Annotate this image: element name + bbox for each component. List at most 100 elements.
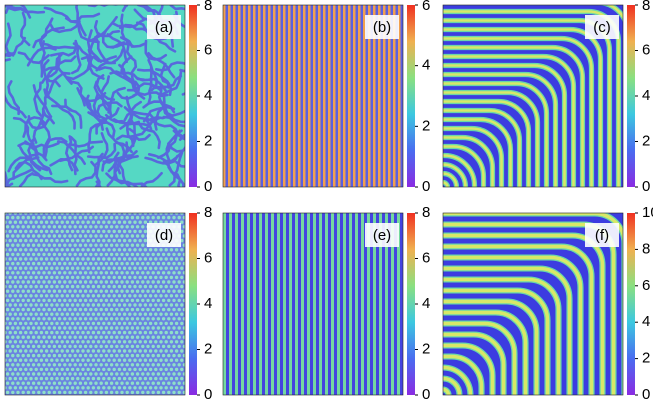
pattern-dot (79, 382, 82, 385)
pattern-dot (128, 359, 131, 362)
colorbar (407, 5, 415, 187)
pattern-dot (84, 363, 87, 366)
pattern-dot (170, 313, 173, 316)
pattern-dot (178, 372, 181, 375)
colorbar-tick-label: 6 (422, 0, 430, 14)
colorbar-tick-label: 8 (642, 240, 650, 257)
pattern-dot (87, 239, 90, 242)
pattern-dot (74, 372, 77, 375)
pattern-dot (165, 377, 168, 380)
pattern-dot (170, 322, 173, 325)
pattern-dot (53, 391, 56, 394)
pattern-dot (19, 359, 22, 362)
pattern-dot (120, 234, 123, 237)
pattern-dot (48, 345, 51, 348)
pattern-dot (185, 340, 188, 343)
pattern-dot (48, 216, 51, 219)
pattern-dot (84, 372, 87, 375)
pattern-dot (133, 239, 136, 242)
pattern-dot (152, 336, 155, 339)
pattern-dot (61, 248, 64, 251)
pattern-stripe (353, 5, 356, 187)
pattern-dot (110, 299, 113, 302)
pattern-dot (87, 313, 90, 316)
pattern-dot (50, 303, 53, 306)
pattern-dot (53, 244, 56, 247)
pattern-stripe (229, 213, 232, 395)
pattern-dot (102, 294, 105, 297)
pattern-dot (107, 313, 110, 316)
pattern-dot (183, 253, 186, 256)
pattern-dot (123, 248, 126, 251)
pattern-dot (66, 248, 69, 251)
colorbar-tick-label: 6 (642, 41, 650, 58)
pattern-dot (29, 340, 32, 343)
pattern-dot (66, 313, 69, 316)
pattern-dot (165, 331, 168, 334)
pattern-dot (139, 368, 142, 371)
pattern-dot (131, 262, 134, 265)
pattern-dot (185, 313, 188, 316)
panel-label: (d) (155, 227, 173, 244)
pattern-dot (45, 359, 48, 362)
pattern-dot (24, 276, 27, 279)
pattern-dot (167, 382, 170, 385)
pattern-dot (87, 294, 90, 297)
pattern-dot (6, 271, 9, 274)
pattern-dot (37, 354, 40, 357)
pattern-dot (146, 299, 149, 302)
pattern-dot (63, 244, 66, 247)
pattern-dot (81, 248, 84, 251)
pattern-dot (152, 290, 155, 293)
pattern-dot (123, 303, 126, 306)
pattern-dot (61, 322, 64, 325)
pattern-dot (115, 382, 118, 385)
pattern-dot (29, 230, 32, 233)
pattern-dot (84, 354, 87, 357)
pattern-dot (128, 276, 131, 279)
pattern-dot (157, 290, 160, 293)
pattern-dot (139, 322, 142, 325)
pattern-dot (37, 234, 40, 237)
pattern-dot (144, 257, 147, 260)
pattern-dot (167, 271, 170, 274)
pattern-dot (175, 386, 178, 389)
pattern-dot (133, 359, 136, 362)
pattern-dot (139, 331, 142, 334)
pattern-dot (102, 303, 105, 306)
pattern-dot (154, 303, 157, 306)
pattern-dot (58, 363, 61, 366)
pattern-dot (185, 395, 188, 398)
pattern-dot (152, 317, 155, 320)
pattern-dot (61, 221, 64, 224)
pattern-stripe (253, 213, 256, 395)
pattern-dot (110, 271, 113, 274)
pattern-dot (120, 280, 123, 283)
pattern-dot (136, 363, 139, 366)
pattern-dot (42, 244, 45, 247)
pattern-dot (53, 317, 56, 320)
pattern-dot (105, 345, 108, 348)
pattern-dot (162, 280, 165, 283)
pattern-dot (167, 391, 170, 394)
pattern-dot (157, 253, 160, 256)
pattern-stripe (238, 5, 241, 187)
pattern-dot (74, 363, 77, 366)
pattern-dot (50, 331, 53, 334)
pattern-dot (16, 391, 19, 394)
pattern-dot (172, 308, 175, 311)
pattern-dot (157, 280, 160, 283)
pattern-dot (76, 248, 79, 251)
pattern-dot (87, 359, 90, 362)
pattern-dot (113, 276, 116, 279)
pattern-dot (74, 253, 77, 256)
pattern-stripe (348, 5, 351, 187)
pattern-dot (167, 372, 170, 375)
pattern-dot (79, 280, 82, 283)
pattern-dot (133, 349, 136, 352)
pattern-dot (84, 326, 87, 329)
pattern-dot (149, 303, 152, 306)
pattern-dot (79, 299, 82, 302)
pattern-dot (123, 257, 126, 260)
pattern-dot (139, 313, 142, 316)
